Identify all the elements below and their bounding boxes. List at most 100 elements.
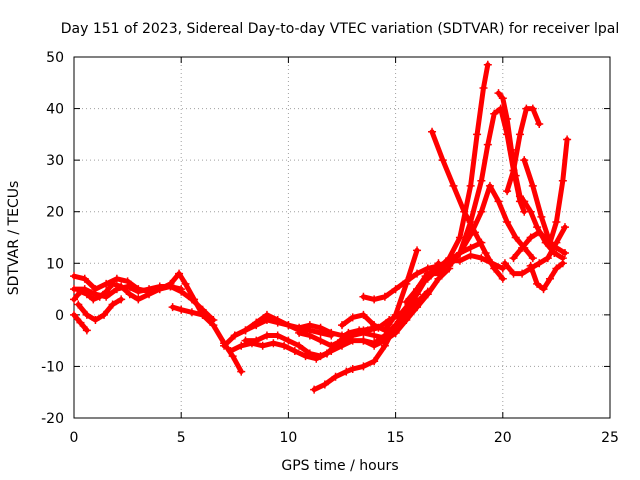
data-point [552, 218, 561, 227]
y-tick-label: 10 [46, 256, 64, 272]
data-point [466, 243, 475, 252]
series-arc-23 [503, 104, 544, 196]
data-point [80, 285, 89, 294]
data-point [477, 254, 486, 263]
data-point [518, 243, 527, 252]
data-point [503, 187, 512, 196]
data-point [483, 60, 492, 69]
data-point [91, 290, 100, 299]
data-point [284, 321, 293, 330]
data-point [123, 282, 132, 291]
data-point [370, 339, 379, 348]
data-point [438, 156, 447, 165]
data-point [70, 310, 78, 319]
data-point [342, 367, 351, 376]
data-point [370, 295, 379, 304]
data-point [327, 328, 336, 337]
data-point [449, 181, 458, 190]
data-point [520, 156, 529, 165]
data-point [490, 264, 499, 273]
y-tick-label: -10 [41, 359, 64, 375]
data-point [228, 352, 237, 361]
data-point [363, 326, 372, 335]
data-point [305, 331, 314, 340]
data-point [391, 321, 400, 330]
x-axis-label: GPS time / hours [281, 458, 398, 474]
data-point [563, 135, 572, 144]
data-point [526, 207, 535, 216]
data-point [280, 341, 289, 350]
data-point [485, 181, 494, 190]
data-point [134, 287, 143, 296]
data-point [413, 246, 422, 255]
data-point [359, 310, 368, 319]
data-point [338, 321, 346, 330]
data-point [102, 292, 111, 301]
data-point [230, 331, 239, 340]
data-point [187, 295, 196, 304]
data-point [558, 259, 567, 268]
x-tick-label: 25 [601, 430, 619, 446]
data-point [80, 274, 89, 283]
data-point [117, 295, 126, 304]
data-point [466, 251, 475, 260]
data-point [258, 341, 267, 350]
data-point [466, 230, 475, 239]
data-point [380, 341, 389, 350]
data-point [509, 269, 518, 278]
data-point [460, 207, 469, 216]
data-point [507, 145, 516, 154]
data-point [70, 272, 78, 281]
data-point [70, 285, 78, 294]
data-point [509, 254, 518, 263]
series-arc-3 [70, 310, 91, 335]
data-point [316, 336, 325, 345]
data-point [155, 282, 164, 291]
data-point [509, 166, 518, 175]
data-point [535, 259, 544, 268]
data-point [355, 326, 364, 335]
data-point [241, 326, 250, 335]
chart-title: Day 151 of 2023, Sidereal Day-to-day VTE… [61, 21, 619, 37]
data-point [134, 295, 143, 304]
data-point [533, 223, 542, 232]
series-arc-4 [74, 295, 126, 325]
data-point [391, 285, 400, 294]
data-point [494, 89, 503, 98]
data-point [413, 269, 422, 278]
data-point [322, 349, 331, 358]
data-point [558, 176, 567, 185]
data-point [545, 238, 554, 247]
series-track [311, 289, 431, 393]
data-point [70, 295, 78, 304]
data-point [473, 130, 482, 139]
data-point [262, 331, 271, 340]
data-point [181, 279, 190, 288]
data-point [74, 300, 83, 309]
data-point [455, 256, 464, 265]
data-point [269, 339, 278, 348]
data-point [552, 264, 561, 273]
data-point [370, 331, 379, 340]
data-point [91, 316, 100, 325]
y-tick-label: 20 [46, 205, 64, 221]
data-point [423, 287, 432, 296]
data-point [305, 321, 314, 330]
data-point [177, 305, 186, 314]
data-point [528, 254, 537, 263]
data-point [108, 279, 117, 288]
data-point [535, 228, 544, 237]
data-point [455, 233, 464, 242]
data-point [76, 318, 85, 327]
data-point [187, 308, 196, 317]
x-tick-label: 10 [279, 430, 297, 446]
data-point [344, 328, 353, 337]
data-point [490, 109, 499, 118]
data-point [247, 339, 256, 348]
data-point [252, 318, 261, 327]
plot-frame [73, 56, 611, 419]
data-point [100, 310, 109, 319]
x-tick-label: 5 [177, 430, 186, 446]
data-point [515, 130, 524, 139]
